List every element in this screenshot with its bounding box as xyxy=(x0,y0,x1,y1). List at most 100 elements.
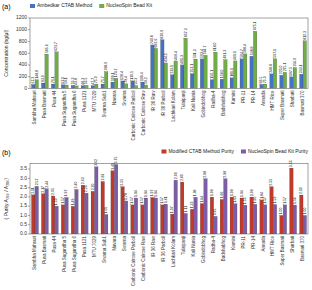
bar xyxy=(114,78,117,88)
data-label: 491.3 xyxy=(223,50,227,59)
bar xyxy=(75,86,78,89)
data-label: 1.55 xyxy=(243,197,247,204)
data-label: 1.59 xyxy=(273,197,277,204)
data-label: 1.57 xyxy=(61,197,65,204)
x-tick-label: PR-11 xyxy=(241,90,246,103)
bar xyxy=(184,38,187,88)
x-tick-label: Gobindobhog xyxy=(201,90,206,118)
y-axis-label: Concentration (ng/μl) xyxy=(3,30,9,77)
x-tick-label: Pusa Basmati xyxy=(42,236,47,264)
bar xyxy=(91,86,94,89)
data-label: 2.98 xyxy=(203,171,207,178)
x-tick-label: Navara xyxy=(112,90,117,105)
bar xyxy=(161,40,164,89)
bar xyxy=(184,213,187,234)
bar xyxy=(194,197,197,234)
bar xyxy=(240,59,243,89)
data-label: 197.5 xyxy=(289,67,293,76)
bar xyxy=(243,54,246,89)
x-tick-label: Pusa Sugandha 6 xyxy=(72,90,77,126)
data-label: 618.0 xyxy=(213,42,217,51)
data-label: 1.97 xyxy=(64,190,68,197)
bar xyxy=(283,205,286,234)
data-label: 181.1 xyxy=(230,68,234,77)
data-label: 248.8 xyxy=(269,64,273,73)
y-tick-label: 3.5 xyxy=(20,165,27,171)
data-label: 1.00 xyxy=(279,208,283,215)
data-label: 2.44 xyxy=(45,181,49,188)
y-tick-label: 200 xyxy=(19,73,28,79)
x-tick-label: Lachkari Kolam xyxy=(171,236,176,267)
bar xyxy=(41,194,44,234)
x-tick-label: Radha-4 xyxy=(211,90,216,108)
bar xyxy=(290,77,293,89)
bar xyxy=(260,200,263,234)
data-label: 3.62 xyxy=(94,159,98,166)
x-tick-label: Carbonic Calrose Parboil xyxy=(131,90,136,140)
x-tick-label: Pusa 44 xyxy=(52,235,57,252)
panel: 0.00.51.01.52.02.53.03.52.112.172.051.57… xyxy=(2,148,308,286)
bar xyxy=(91,191,94,234)
bar xyxy=(61,205,64,234)
data-label: 585.6 xyxy=(45,44,49,53)
y-tick-label: 2.0 xyxy=(20,193,27,199)
bar xyxy=(250,56,253,88)
data-label: 1.57 xyxy=(130,197,134,204)
bar xyxy=(111,171,114,234)
data-label: 564.7 xyxy=(203,45,207,54)
data-label: 2.57 xyxy=(35,178,39,185)
data-label: 1.78 xyxy=(124,193,128,200)
x-tick-label: Pusa 44 xyxy=(52,90,57,107)
bar xyxy=(270,74,273,89)
x-tick-label: Badshabhog xyxy=(221,235,226,261)
bar xyxy=(224,179,227,234)
bar xyxy=(220,79,223,88)
bar xyxy=(220,199,223,233)
data-label: 1.56 xyxy=(293,197,297,204)
data-label: 469.1 xyxy=(233,51,237,60)
bar xyxy=(200,59,203,89)
bar xyxy=(303,215,306,234)
bar xyxy=(45,54,48,88)
x-tick-label: IR 36 Parboil xyxy=(161,90,166,116)
bar xyxy=(273,204,276,233)
data-label: 1.94 xyxy=(144,190,148,197)
legend-label: Modified CTAB Method Purity xyxy=(168,148,234,154)
x-tick-label: Carbonic Calrose Raw xyxy=(141,235,146,281)
data-label: 150.1 xyxy=(210,70,214,79)
x-tick-label: Tulaipanji xyxy=(181,236,186,255)
bar xyxy=(204,55,207,88)
data-label: 2.55 xyxy=(269,179,273,186)
y-tick-label: 0.5 xyxy=(20,221,27,227)
bar xyxy=(45,189,48,234)
data-label: 158.0 xyxy=(220,69,224,78)
data-label: 93.0 xyxy=(41,75,45,82)
x-tick-label: PR-11 xyxy=(241,235,246,248)
x-tick-label: Annada xyxy=(261,235,266,251)
bar xyxy=(283,72,286,88)
bars xyxy=(31,164,306,234)
data-label: 243.1 xyxy=(299,64,303,73)
data-label: 76.1 xyxy=(51,76,55,83)
bar xyxy=(164,204,167,234)
bar xyxy=(95,84,98,88)
legend-swatch xyxy=(241,150,246,154)
x-tick-label: Pusa Sugandha 5 xyxy=(62,90,67,126)
data-label: 2.11 xyxy=(31,187,35,194)
y-tick-label: 800 xyxy=(19,38,28,44)
data-label: 1.86 xyxy=(220,192,224,199)
x-tick-label: Annada xyxy=(261,90,266,106)
bar xyxy=(65,85,68,88)
bar xyxy=(204,179,207,234)
x-tick-label: Navara xyxy=(112,235,117,250)
x-tick-label: Pusa Sugandha 6 xyxy=(72,235,77,271)
bar xyxy=(253,204,256,234)
plot-frame xyxy=(30,18,308,88)
data-label: 401.3 xyxy=(180,55,184,64)
data-label: 1.99 xyxy=(230,189,234,196)
data-label: 2.63 xyxy=(81,177,85,184)
x-tick-label: Kamini xyxy=(231,90,236,104)
bar xyxy=(230,78,233,89)
bar xyxy=(210,80,213,89)
data-label: 1.49 xyxy=(71,198,75,205)
